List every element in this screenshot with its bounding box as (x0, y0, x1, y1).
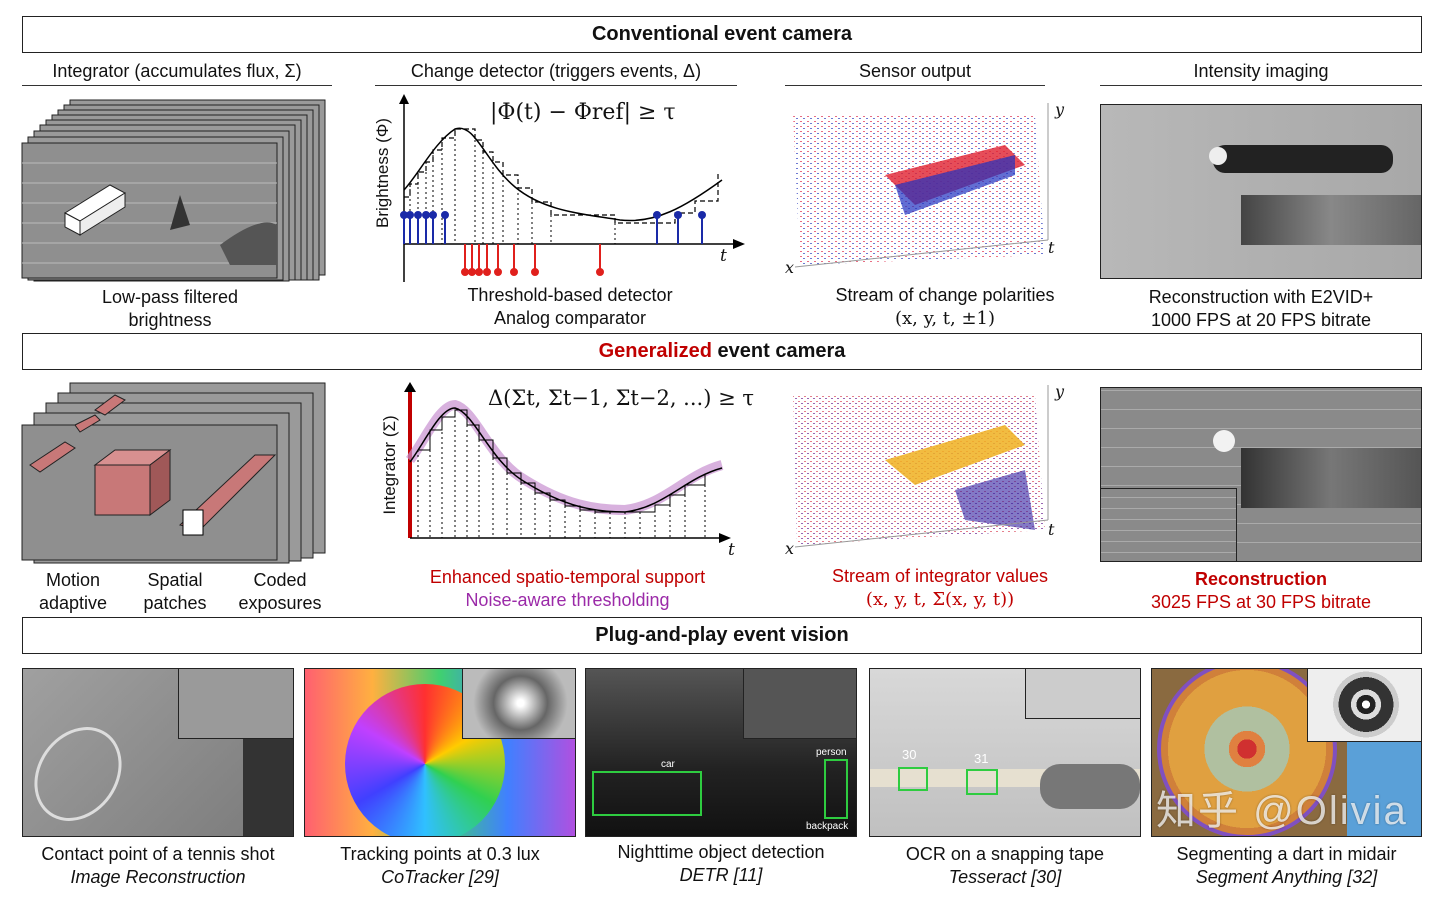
intensity-caption: Reconstruction with E2VID+ 1000 FPS at 20… (1148, 287, 1374, 330)
dart-segmentation-image (1151, 668, 1422, 837)
negative-events (461, 244, 604, 276)
motion-adaptive-label: Motion adaptive (38, 570, 108, 613)
ocr-label-31: 31 (974, 751, 989, 766)
inset-image (462, 669, 575, 739)
axis-y-label-2: y (1055, 382, 1065, 401)
integrator-values-caption: Stream of integrator values (x, y, t, Σ(x… (831, 566, 1049, 610)
nighttime-detection-image: car person backpack (585, 668, 857, 837)
banner-generalized: Generalized event camera (22, 333, 1422, 370)
backpack-label: backpack (806, 821, 849, 832)
e2vid-reconstruction-image (1100, 104, 1422, 279)
inset-image (1307, 669, 1421, 742)
chart-x-label: t (720, 246, 727, 266)
generalized-equation: Δ(Σt, Σt−1, Σt−2, ...) ≥ τ (488, 386, 754, 410)
integrator-y-label: Integrator (Σ) (380, 415, 399, 515)
banner-conventional: Conventional event camera (22, 16, 1422, 53)
generalized-recon-caption: Reconstruction 3025 FPS at 30 FPS bitrate (1150, 569, 1372, 612)
coded-exposures-label: Coded exposures (238, 570, 322, 613)
generalized-highlight: Generalized (598, 340, 712, 362)
axis-y-label: y (1055, 100, 1065, 119)
generalized-frame-stack (21, 382, 326, 564)
generalized-rest: event camera (711, 340, 846, 362)
inset-image (1101, 488, 1237, 561)
integrator-caption: Low-pass filtered brightness (101, 287, 239, 330)
tracking-points-image (304, 668, 576, 837)
tennis-caption: Contact point of a tennis shot Image Reco… (41, 844, 275, 887)
axis-x-label-2: x (785, 539, 795, 558)
inset-image (1025, 669, 1140, 719)
x-axis-arrow-icon (733, 239, 745, 249)
y-axis-arrow-icon (399, 94, 409, 104)
detection-caption: Nighttime object detection DETR [11] (617, 842, 825, 885)
tracking-caption: Tracking points at 0.3 lux CoTracker [29] (340, 844, 540, 887)
integrator-frame-stack (21, 99, 326, 282)
sensor-output-title: Sensor output (785, 61, 1045, 86)
spatial-patches-label: Spatial patches (143, 570, 207, 613)
coded-pattern-icon (182, 509, 204, 536)
generalized-reconstruction-image (1100, 387, 1422, 562)
inset-image (178, 669, 293, 739)
ocr-tape-image: 30 31 (869, 668, 1141, 837)
axis-t-label: t (1048, 238, 1055, 257)
axis-t-label-2: t (1048, 520, 1055, 539)
threshold-equation: |Φ(t) − Φref| ≥ τ (490, 100, 676, 125)
integrator-title: Integrator (accumulates flux, Σ) (22, 61, 332, 86)
watermark: 知乎 @Olivia (1156, 789, 1408, 833)
ocr-label-30: 30 (902, 747, 917, 762)
sensor-output-plot (793, 103, 1049, 268)
car-label: car (661, 759, 675, 770)
change-detector-title: Change detector (triggers events, Δ) (375, 61, 737, 86)
integrator-values-plot (793, 385, 1049, 548)
banner-plug-and-play: Plug-and-play event vision (22, 617, 1422, 654)
person-label: person (816, 747, 847, 758)
generalized-change-caption: Enhanced spatio-temporal support Noise-aw… (429, 567, 706, 610)
chart-y-label: Brightness (Φ) (373, 118, 392, 228)
intensity-imaging-title: Intensity imaging (1100, 61, 1422, 86)
axis-x-label: x (785, 258, 795, 277)
tennis-shot-image (22, 668, 294, 837)
inset-image (743, 669, 856, 739)
positive-events (400, 211, 706, 244)
box-icon (64, 184, 126, 236)
change-detector-caption: Threshold-based detector Analog comparato… (467, 285, 673, 328)
segmentation-caption: Segmenting a dart in midair Segment Anyth… (1176, 844, 1397, 887)
integrator-chart (404, 382, 731, 543)
integrator-x-label: t (728, 540, 735, 560)
sensor-output-caption: Stream of change polarities (x, y, t, ±1) (835, 285, 1055, 329)
change-detector-chart (399, 94, 745, 282)
ocr-caption: OCR on a snapping tape Tesseract [30] (905, 844, 1105, 887)
